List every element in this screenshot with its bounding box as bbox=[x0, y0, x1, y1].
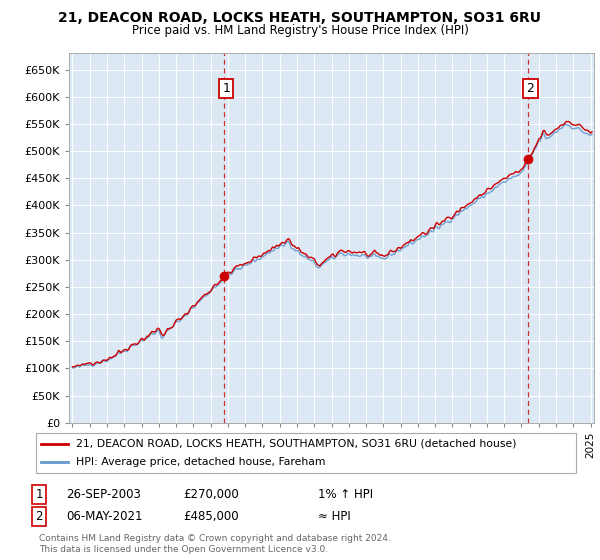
Text: 1% ↑ HPI: 1% ↑ HPI bbox=[318, 488, 373, 501]
Text: 2: 2 bbox=[527, 82, 535, 95]
FancyBboxPatch shape bbox=[36, 433, 576, 473]
Text: 2: 2 bbox=[35, 510, 43, 523]
Text: £270,000: £270,000 bbox=[183, 488, 239, 501]
Text: ≈ HPI: ≈ HPI bbox=[318, 510, 351, 523]
Text: 1: 1 bbox=[222, 82, 230, 95]
Text: £485,000: £485,000 bbox=[183, 510, 239, 523]
Text: HPI: Average price, detached house, Fareham: HPI: Average price, detached house, Fare… bbox=[77, 458, 326, 467]
Text: This data is licensed under the Open Government Licence v3.0.: This data is licensed under the Open Gov… bbox=[39, 545, 328, 554]
Text: Price paid vs. HM Land Registry's House Price Index (HPI): Price paid vs. HM Land Registry's House … bbox=[131, 24, 469, 36]
Text: Contains HM Land Registry data © Crown copyright and database right 2024.: Contains HM Land Registry data © Crown c… bbox=[39, 534, 391, 543]
Text: 21, DEACON ROAD, LOCKS HEATH, SOUTHAMPTON, SO31 6RU: 21, DEACON ROAD, LOCKS HEATH, SOUTHAMPTO… bbox=[59, 11, 542, 25]
Text: 26-SEP-2003: 26-SEP-2003 bbox=[66, 488, 141, 501]
Text: 21, DEACON ROAD, LOCKS HEATH, SOUTHAMPTON, SO31 6RU (detached house): 21, DEACON ROAD, LOCKS HEATH, SOUTHAMPTO… bbox=[77, 439, 517, 449]
Text: 06-MAY-2021: 06-MAY-2021 bbox=[66, 510, 143, 523]
Text: 1: 1 bbox=[35, 488, 43, 501]
